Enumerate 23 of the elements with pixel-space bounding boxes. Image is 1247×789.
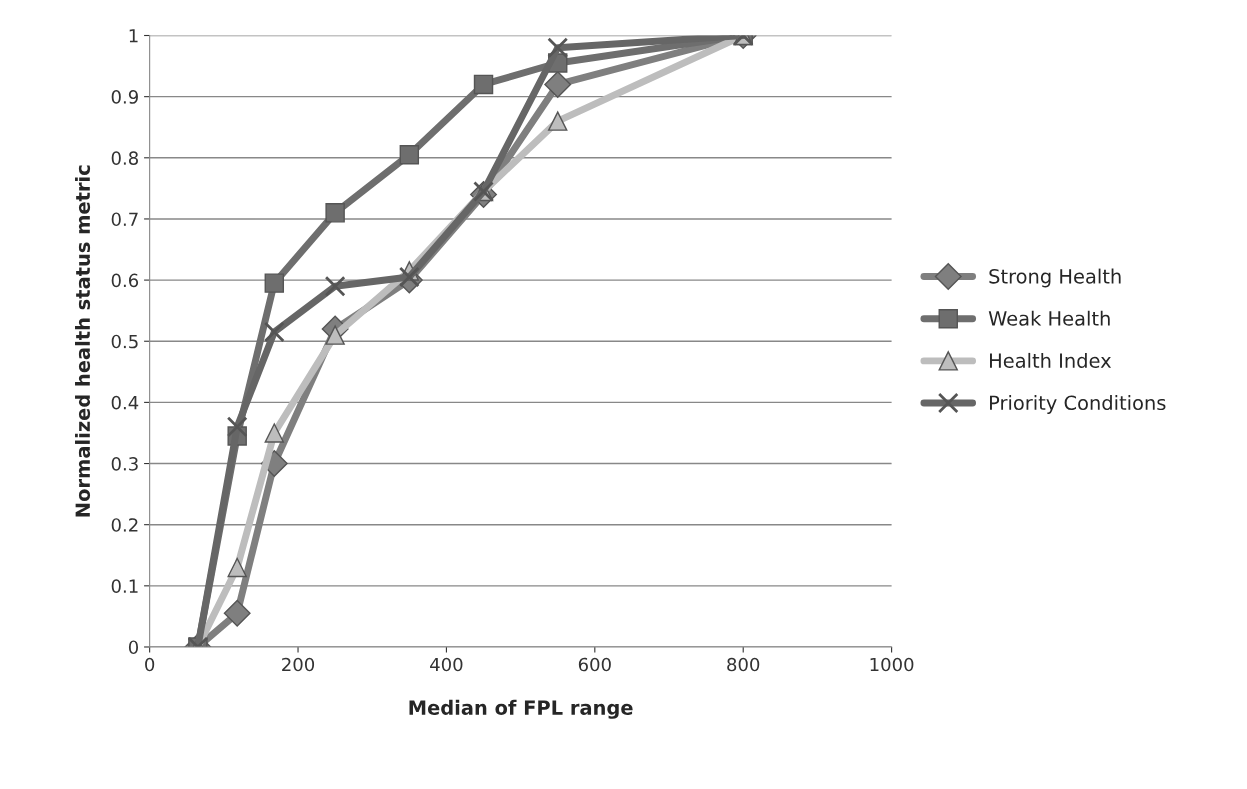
legend-label: Weak Health [988,310,1110,326]
x-tick-label: 200 [282,657,315,672]
y-tick-label: 0.3 [111,457,138,471]
x-tick-label: 400 [430,657,463,672]
x-tick-label: 600 [578,657,611,672]
x-axis-title: Median of FPL range [409,699,633,719]
x-tick-label: 800 [727,657,760,672]
y-tick-label: 0.9 [111,90,138,104]
y-tick-label: 0.2 [111,518,138,532]
y-tick-label: 0.6 [111,273,139,288]
legend-label: Strong Health [989,268,1121,288]
y-tick-label: 0.7 [111,212,138,227]
y-tick-label: 0 [128,640,139,655]
y-tick-label: 0.5 [111,334,138,349]
y-tick-label: 1 [129,29,138,43]
y-tick-label: 0.8 [111,151,138,165]
x-tick-label: 0 [145,657,155,672]
legend-label: Priority Conditions [990,395,1166,414]
y-tick-label: 0.4 [111,395,139,410]
y-tick-label: 0.1 [111,579,138,593]
legend-label: Health Index [990,352,1112,368]
x-tick-label: 1000 [870,657,914,672]
y-axis-title: Normalized health status metric [75,165,91,517]
